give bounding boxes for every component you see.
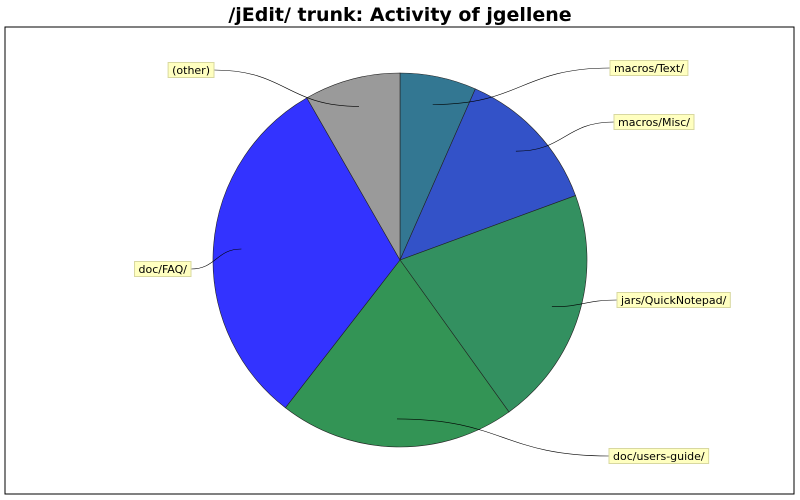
pie-slice-jars-quicknotepad: [399, 195, 588, 413]
leader-line-macros-text: [432, 67, 611, 105]
leader-line-other: [213, 69, 360, 107]
slice-label-doc-faq: doc/FAQ/: [139, 263, 188, 276]
slice-label-box-jars-quicknotepad: [616, 292, 731, 308]
slice-labels: macros/Text/macros/Misc/jars/QuickNotepa…: [134, 60, 731, 464]
slice-label-box-other: [167, 62, 215, 78]
pie-slice-macros-misc: [399, 88, 576, 261]
slice-label-box-doc-users-guide: [608, 448, 710, 464]
slice-label-macros-misc: macros/Misc/: [618, 116, 690, 129]
pie-slices: [212, 72, 588, 448]
slice-label-box-macros-misc: [613, 114, 695, 130]
chart-title: /jEdit/ trunk: Activity of jgellene: [228, 4, 571, 26]
leader-line-doc-users-guide: [396, 418, 610, 457]
slice-label-box-macros-text: [609, 60, 689, 76]
slice-label-box-doc-faq: [134, 261, 192, 277]
label-leaders: [190, 67, 618, 457]
slice-label-jars-quicknotepad: jars/QuickNotepad/: [620, 294, 727, 307]
slice-label-macros-text: macros/Text/: [614, 62, 684, 75]
pie-slice-doc-users-guide: [284, 259, 510, 448]
leader-line-macros-misc: [515, 121, 615, 152]
leader-line-doc-faq: [190, 248, 242, 270]
slice-label-other: (other): [172, 64, 210, 77]
pie-slice-other: [306, 72, 401, 262]
pie-slice-doc-faq: [212, 97, 401, 409]
slice-label-doc-users-guide: doc/users-guide/: [613, 450, 705, 463]
leader-line-jars-quicknotepad: [551, 299, 618, 307]
